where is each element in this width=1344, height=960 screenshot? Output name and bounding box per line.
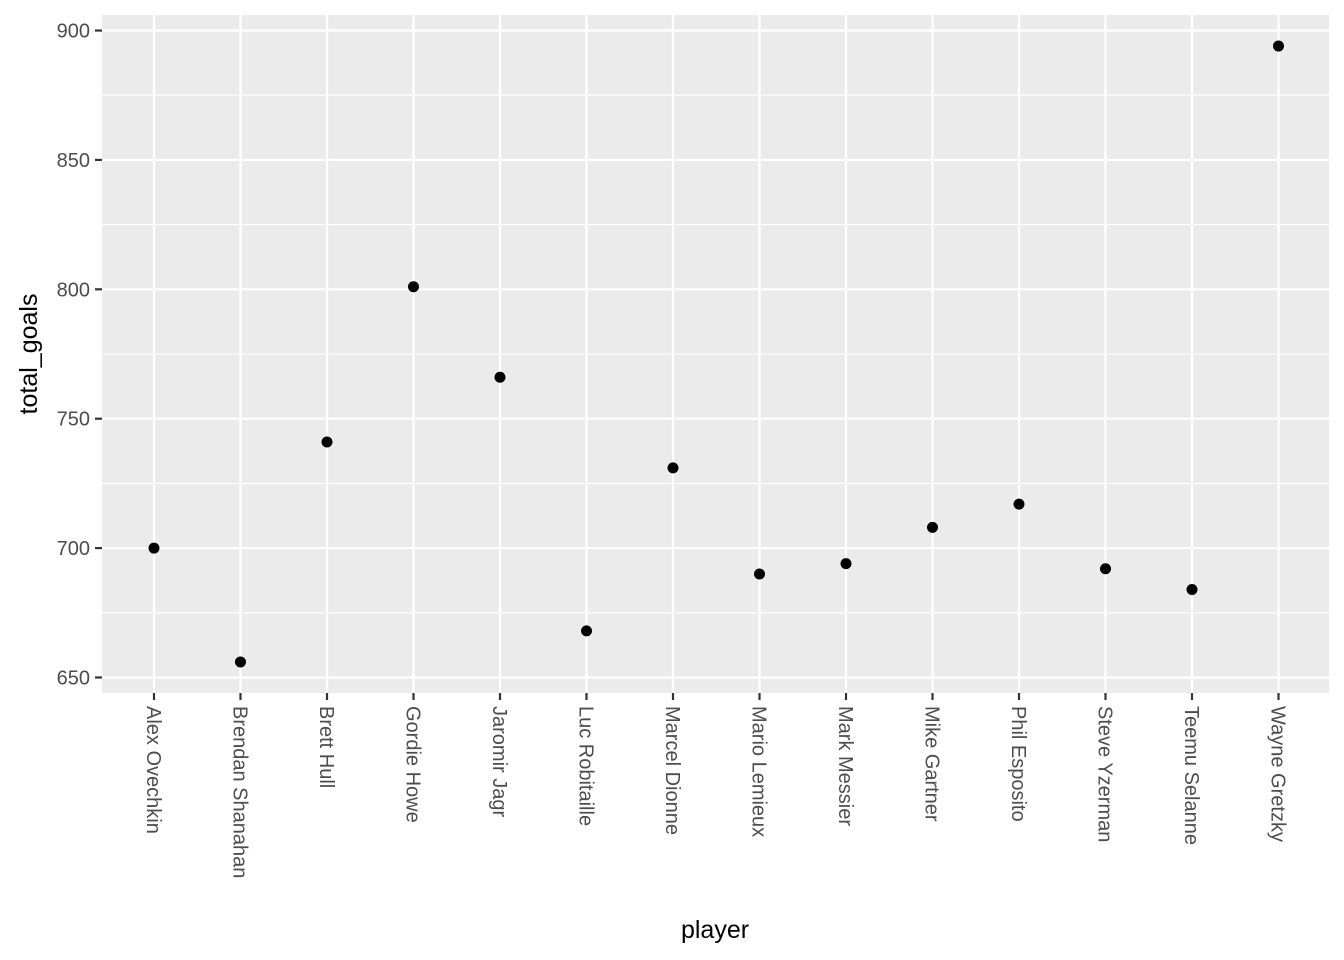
data-point — [235, 656, 246, 667]
data-point — [1187, 584, 1198, 595]
x-axis: Alex Ovechkin Brendan Shanahan Brett Hull G… — [142, 693, 1289, 878]
x-tick-label: Alex Ovechkin — [142, 706, 164, 834]
data-point — [581, 625, 592, 636]
y-tick-label: 850 — [57, 150, 90, 172]
x-tick-label: Teemu Selanne — [1180, 706, 1202, 845]
x-tick-label: Marcel Dionne — [661, 706, 683, 835]
x-tick-label: Gordie Howe — [402, 706, 424, 823]
x-tick-label: Mark Messier — [834, 706, 856, 826]
x-tick-label: Wayne Gretzky — [1267, 706, 1289, 842]
x-tick-label: Mike Gartner — [921, 706, 943, 822]
data-point — [1014, 499, 1025, 510]
data-point — [841, 558, 852, 569]
y-tick-label: 900 — [57, 21, 90, 43]
data-point — [495, 372, 506, 383]
data-point — [408, 281, 419, 292]
data-point — [1100, 563, 1111, 574]
data-point — [322, 436, 333, 447]
y-tick-label: 750 — [57, 409, 90, 431]
x-tick-label: Steve Yzerman — [1094, 706, 1116, 842]
data-point — [1273, 41, 1284, 52]
x-axis-title: player — [681, 916, 749, 944]
x-tick-label: Luc Robitaille — [575, 706, 597, 826]
y-axis-title: total_goals — [15, 294, 43, 415]
x-tick-label: Mario Lemieux — [748, 706, 770, 837]
x-tick-label: Jaromir Jagr — [488, 706, 510, 817]
data-point — [668, 462, 679, 473]
y-tick-label: 650 — [57, 667, 90, 689]
y-tick-label: 800 — [57, 279, 90, 301]
data-point — [754, 568, 765, 579]
x-tick-label: Brett Hull — [315, 706, 337, 788]
data-point — [927, 522, 938, 533]
x-tick-label: Brendan Shanahan — [229, 706, 251, 878]
data-point — [149, 543, 160, 554]
y-axis: 650 700 750 800 850 900 — [57, 21, 102, 690]
x-tick-label: Phil Esposito — [1007, 706, 1029, 822]
y-tick-label: 700 — [57, 538, 90, 560]
